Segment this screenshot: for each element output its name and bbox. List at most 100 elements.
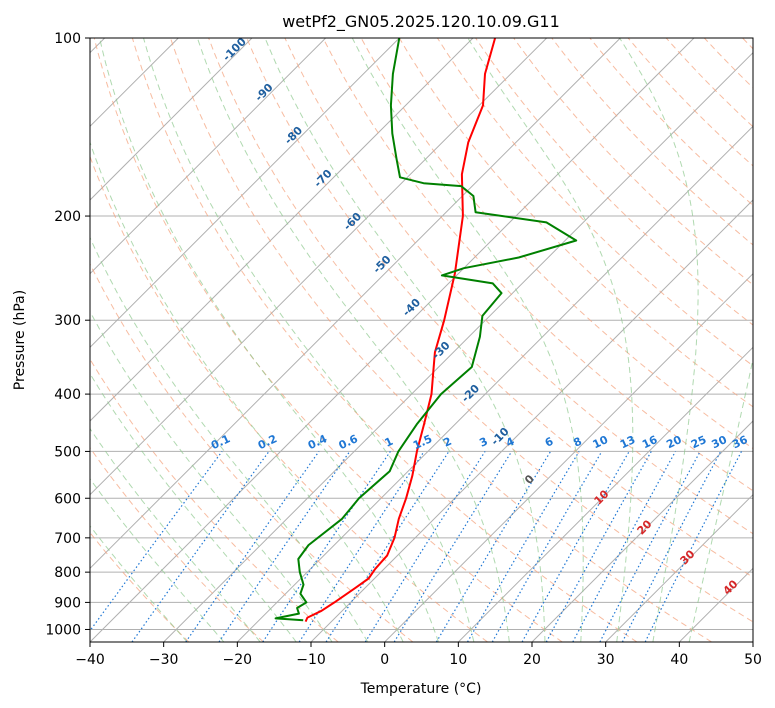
- dry-adiabat-label: -80: [282, 124, 305, 147]
- dry-adiabat-line: [436, 38, 753, 367]
- x-tick-label: −40: [75, 652, 105, 668]
- dry-adiabat-line: [703, 38, 753, 89]
- mixing-ratio-line: [90, 451, 223, 632]
- isotherm-line: [90, 38, 253, 201]
- dry-adiabat-line: [208, 38, 753, 623]
- mixing-ratio-label: 1: [383, 435, 395, 450]
- y-tick-label: 200: [54, 209, 81, 225]
- isotherm-line: [384, 272, 753, 642]
- mixing-ratio-label: 6: [543, 435, 556, 450]
- moist-adiabat-line: [196, 38, 510, 642]
- dry-adiabat-label: -40: [400, 296, 423, 319]
- temperature-line: [304, 38, 497, 623]
- mixing-ratio-label: 13: [618, 433, 637, 451]
- x-tick-label: −20: [223, 652, 253, 668]
- moist-adiabat-line: [351, 38, 584, 642]
- mixing-ratio-label: 30: [710, 433, 730, 451]
- y-tick-label: 900: [54, 595, 81, 611]
- x-axis-label: Temperature (°C): [360, 681, 482, 697]
- dry-adiabat-line: [589, 38, 753, 206]
- mixing-ratio-label: 0.1: [209, 432, 232, 452]
- moist-adiabat-line: [467, 38, 634, 642]
- moist-adiabat-line: [90, 236, 369, 642]
- wet-bulb-label: 30: [678, 547, 698, 567]
- moist-adiabat-line: [143, 38, 475, 642]
- y-tick-label: 600: [54, 491, 81, 507]
- dry-adiabat-line: [322, 38, 753, 492]
- mixing-ratio-line: [572, 451, 677, 642]
- moist-adiabat-line: [90, 477, 225, 642]
- moist-adiabat-line: [619, 38, 699, 642]
- dry-adiabat-label: -90: [252, 81, 275, 104]
- mixing-ratio-line: [218, 451, 351, 642]
- dry-adiabat-line: [513, 38, 753, 286]
- isotherm-line: [90, 38, 695, 642]
- axes: −40 −30 −20 −10 0 10 20 30 40 5010020030040050060…: [45, 31, 762, 668]
- wet-bulb-label: 20: [635, 517, 655, 537]
- dry-adiabat-label: -70: [311, 167, 334, 190]
- mixing-ratio-line: [364, 451, 486, 642]
- dry-adiabat-line: [131, 38, 638, 642]
- isotherm-line: [163, 51, 753, 642]
- moist-adiabat-line: [90, 372, 297, 642]
- mixing-ratio-line: [393, 451, 513, 642]
- dry-adiabat-label: -30: [429, 339, 452, 362]
- isotherm-line: [90, 38, 621, 570]
- x-tick-label: −30: [149, 652, 179, 668]
- mixing-ratio-line: [599, 451, 701, 642]
- dry-adiabat-line: [90, 531, 190, 642]
- isotherm-line: [678, 567, 753, 642]
- mixing-ratio-label: 36: [730, 433, 750, 451]
- x-tick-label: 0: [380, 652, 389, 668]
- dry-adiabat-line: [742, 38, 753, 50]
- dry-adiabat-line: [90, 262, 414, 642]
- background-lines: [90, 38, 753, 642]
- x-tick-label: 50: [744, 652, 762, 668]
- dry-adiabat-line: [90, 155, 488, 642]
- isotherm-line: [90, 38, 400, 349]
- dry-adiabat-line: [90, 446, 264, 642]
- x-tick-label: 10: [449, 652, 467, 668]
- mixing-ratio-label: 25: [689, 433, 708, 451]
- dry-adiabat-line: [360, 38, 753, 450]
- moist-adiabat-line: [688, 356, 753, 642]
- wet-bulb-label: 10: [592, 487, 612, 507]
- y-tick-label: 1000: [45, 622, 81, 638]
- moist-adiabat-line: [99, 38, 439, 642]
- y-axis-label: Pressure (hPa): [12, 290, 28, 390]
- chart-title: wetPf2_GN05.2025.120.10.09.G11: [282, 12, 560, 32]
- dry-adiabat-label: -60: [341, 210, 364, 233]
- dry-adiabat-line: [665, 38, 753, 128]
- dry-adiabat-label: -50: [370, 253, 393, 276]
- y-tick-label: 800: [54, 565, 81, 581]
- mixing-ratio-line: [466, 451, 580, 642]
- y-tick-label: 300: [54, 313, 81, 329]
- moist-adiabat-line: [90, 427, 261, 642]
- dry-adiabat-label: -100: [220, 35, 249, 64]
- y-tick-label: 400: [54, 387, 81, 403]
- mixing-ratio-line: [521, 451, 630, 642]
- isotherm-line: [605, 493, 753, 642]
- y-tick-label: 100: [54, 31, 81, 47]
- mixing-ratio-line: [131, 451, 270, 642]
- x-tick-label: 20: [523, 652, 541, 668]
- dry-adiabat-label: 0: [522, 472, 537, 487]
- y-tick-label: 500: [54, 444, 81, 460]
- x-tick-label: −10: [296, 652, 326, 668]
- isotherm-line: [531, 420, 753, 642]
- isotherm-line: [90, 38, 327, 275]
- isotherm-line: [310, 199, 753, 642]
- isotherm-line: [90, 38, 548, 496]
- mixing-ratio-line: [435, 451, 552, 642]
- mixing-ratio-label: 10: [591, 433, 611, 451]
- moist-adiabat-line: [90, 310, 333, 642]
- moist-adiabat-line: [90, 525, 188, 642]
- moist-adiabat-line: [90, 140, 404, 642]
- y-tick-label: 700: [54, 531, 81, 547]
- dry-adiabat-line: [246, 38, 753, 578]
- mixing-ratio-label: 0.4: [306, 432, 329, 452]
- moist-adiabat-line: [264, 38, 546, 642]
- mixing-ratio-label: 16: [640, 433, 660, 451]
- dry-adiabat-line: [475, 38, 753, 326]
